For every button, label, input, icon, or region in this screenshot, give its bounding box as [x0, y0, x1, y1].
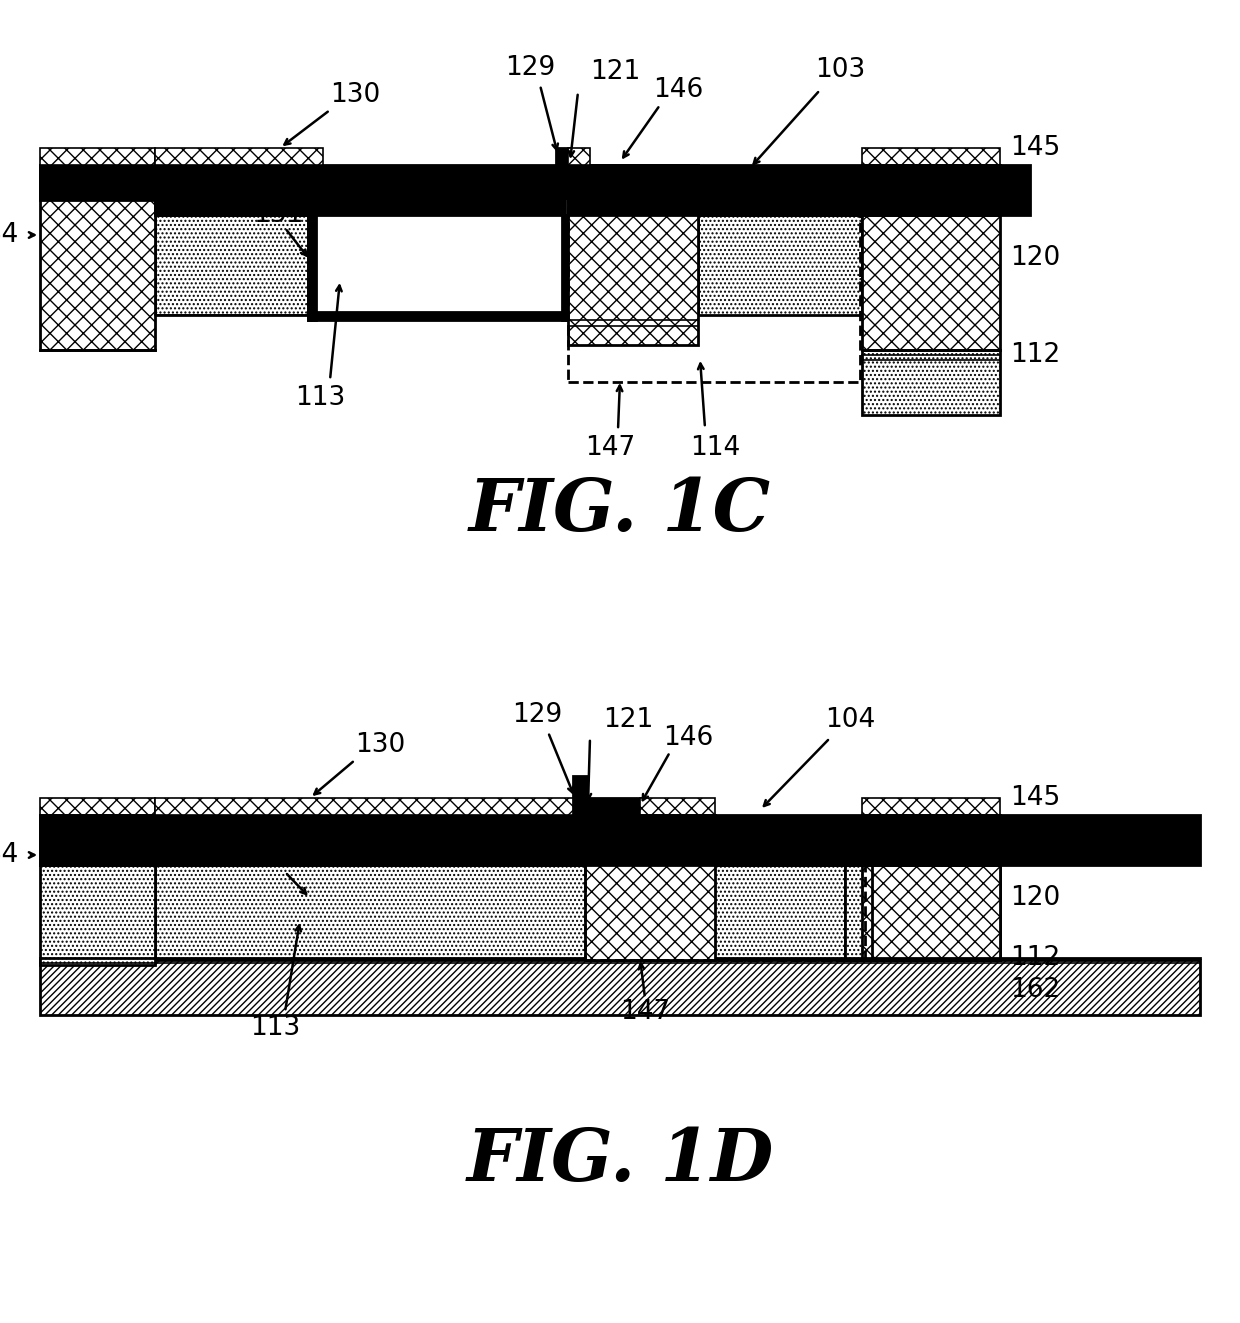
Bar: [40, 165, 155, 200]
Bar: [862, 165, 999, 351]
Bar: [568, 167, 861, 382]
Text: 147: 147: [620, 999, 670, 1025]
Bar: [155, 798, 585, 815]
Text: 146: 146: [663, 725, 713, 751]
Bar: [155, 865, 844, 960]
Text: 162: 162: [1011, 976, 1060, 1003]
Bar: [862, 351, 999, 415]
Bar: [556, 148, 570, 198]
Text: FIG. 1C: FIG. 1C: [469, 475, 771, 545]
Bar: [568, 165, 1030, 216]
Text: 103: 103: [815, 57, 866, 83]
Bar: [862, 798, 999, 815]
Bar: [155, 148, 322, 165]
Bar: [308, 312, 570, 320]
Bar: [155, 165, 565, 216]
Bar: [844, 865, 999, 960]
Text: FIG. 1D: FIG. 1D: [466, 1125, 774, 1196]
Bar: [155, 216, 308, 315]
Bar: [562, 216, 570, 320]
Bar: [862, 815, 999, 865]
Text: 121: 121: [590, 60, 640, 85]
Bar: [573, 777, 587, 818]
Bar: [585, 815, 715, 960]
Bar: [585, 815, 715, 865]
Bar: [872, 865, 999, 960]
Bar: [40, 960, 1200, 1015]
Text: 147: 147: [585, 435, 635, 460]
Text: 129: 129: [512, 703, 562, 728]
Bar: [40, 148, 155, 165]
Bar: [640, 798, 715, 815]
Text: 104: 104: [825, 706, 875, 733]
Bar: [862, 148, 999, 165]
Text: 146: 146: [653, 77, 703, 103]
Text: 129: 129: [505, 56, 556, 81]
Text: 120: 120: [1011, 885, 1060, 912]
Text: 130: 130: [355, 732, 405, 758]
Bar: [585, 863, 866, 960]
Bar: [40, 815, 155, 865]
Text: 113: 113: [250, 1015, 300, 1041]
Bar: [40, 165, 155, 351]
Bar: [698, 216, 862, 315]
Text: 114: 114: [689, 435, 740, 460]
Text: 113: 113: [295, 385, 345, 411]
Bar: [862, 865, 999, 960]
Text: 131: 131: [253, 202, 303, 228]
Text: 144: 144: [0, 222, 19, 247]
Text: 131: 131: [248, 845, 298, 871]
Text: 144: 144: [0, 841, 19, 868]
Bar: [40, 798, 155, 815]
Text: 112: 112: [1011, 945, 1060, 971]
Text: 145: 145: [1011, 785, 1060, 811]
Bar: [568, 148, 590, 165]
Bar: [308, 216, 316, 320]
Bar: [568, 165, 698, 345]
Bar: [316, 216, 562, 312]
Bar: [585, 798, 640, 815]
Text: 145: 145: [1011, 135, 1060, 161]
Bar: [40, 815, 1200, 865]
Bar: [40, 865, 155, 964]
Text: 112: 112: [1011, 343, 1060, 368]
Text: 121: 121: [603, 706, 653, 733]
Text: 120: 120: [1011, 245, 1060, 271]
Bar: [862, 165, 999, 216]
Text: 130: 130: [330, 82, 381, 108]
